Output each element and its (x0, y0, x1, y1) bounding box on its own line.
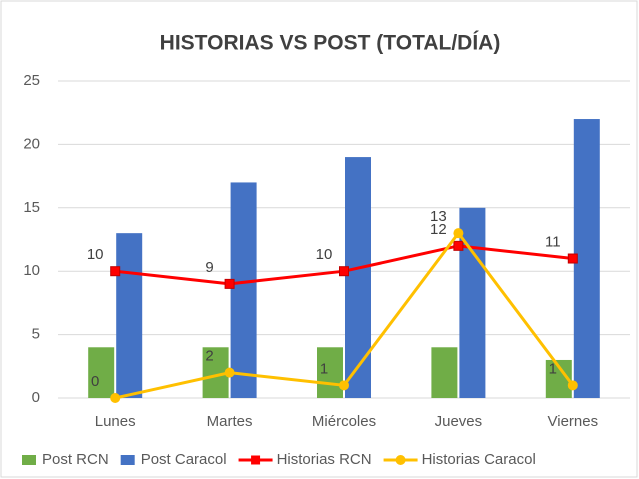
y-tick-label: 20 (23, 135, 40, 152)
x-tick-label: Lunes (95, 413, 136, 430)
x-tick-label: Jueves (435, 413, 483, 430)
legend-label: Historias Caracol (422, 451, 536, 468)
y-tick-label: 0 (32, 389, 40, 406)
marker (110, 266, 121, 277)
marker (224, 278, 235, 289)
legend-label: Post RCN (42, 451, 109, 468)
marker (567, 380, 578, 391)
marker (224, 367, 235, 378)
data-label: 10 (87, 246, 104, 263)
bar (345, 157, 371, 398)
y-tick-label: 5 (32, 326, 40, 343)
legend-swatch (22, 455, 36, 465)
bar (431, 347, 458, 398)
data-label: 0 (91, 373, 99, 390)
data-label: 2 (205, 348, 213, 365)
x-tick-label: Miércoles (312, 413, 376, 430)
bar (116, 233, 143, 398)
marker (110, 393, 121, 403)
marker (339, 266, 349, 277)
data-label: 1 (549, 360, 557, 377)
bar (459, 207, 486, 398)
data-label: 13 (430, 208, 447, 225)
x-tick-label: Viernes (548, 413, 599, 430)
data-label: 1 (320, 360, 328, 377)
legend-swatch (120, 455, 135, 465)
chart-title: HISTORIAS VS POST (TOTAL/DÍA) (160, 32, 501, 55)
legend-label: Historias RCN (277, 451, 372, 468)
bar (230, 182, 257, 398)
legend-marker (395, 455, 406, 465)
legend-label: Post Caracol (141, 451, 227, 468)
bar (317, 347, 343, 398)
bar (88, 347, 115, 398)
marker (339, 380, 349, 391)
data-label: 12 (430, 221, 447, 238)
marker (567, 253, 578, 264)
y-tick-label: 25 (23, 72, 40, 89)
data-label: 9 (205, 259, 213, 276)
x-tick-label: Martes (207, 413, 253, 430)
data-label: 11 (545, 233, 561, 250)
marker (453, 240, 464, 251)
legend-marker (251, 455, 261, 465)
marker (453, 228, 464, 239)
bar (573, 119, 600, 398)
y-tick-label: 15 (23, 199, 40, 216)
y-tick-label: 10 (23, 262, 40, 279)
data-label: 10 (316, 246, 333, 263)
